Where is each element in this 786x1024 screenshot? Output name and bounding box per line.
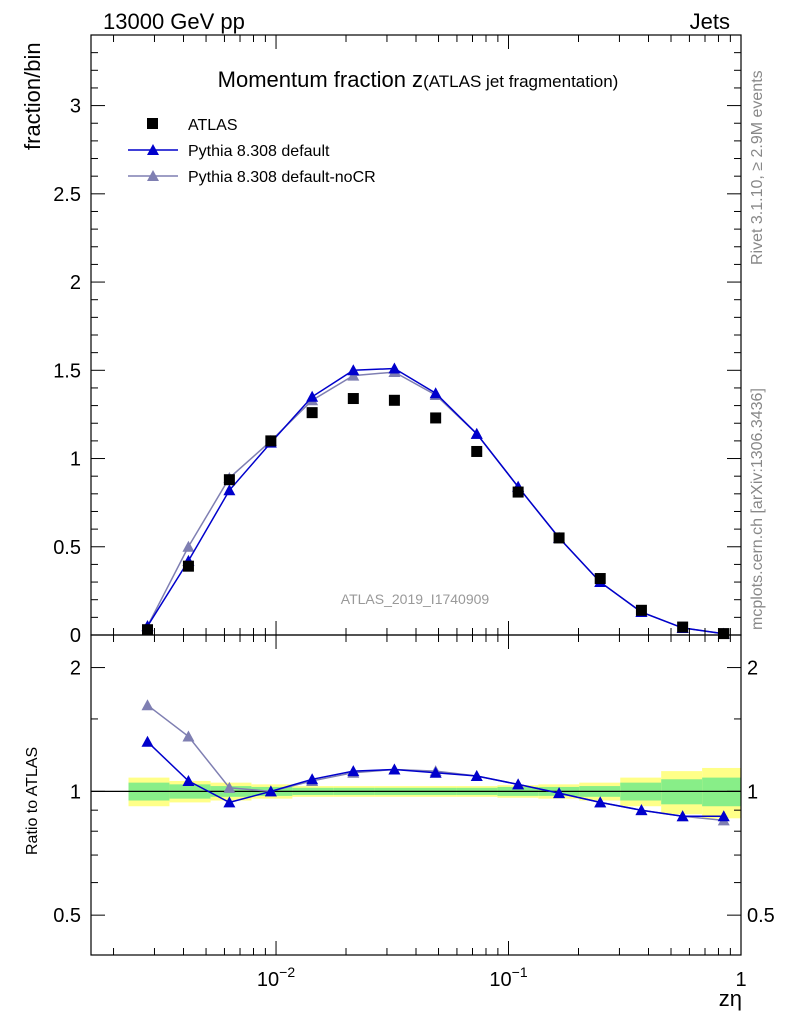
ratio-plot-marks [91, 699, 741, 826]
series-atlas-point [471, 445, 483, 457]
ratio-default-point [512, 778, 525, 790]
header-left: 13000 GeV pp [103, 9, 245, 34]
y-tick-label: 2.5 [53, 184, 81, 206]
legend-default-marker [147, 144, 159, 155]
legend-nocr-marker [147, 170, 159, 181]
main-panel: 0 0.5 1 1.5 2 2.5 3 Momentum fraction z(ATLAS … [20, 34, 742, 647]
legend-atlas-label: ATLAS [188, 117, 238, 134]
series-atlas-point [677, 621, 689, 633]
series-default-point [306, 390, 319, 402]
ratio-y-tick-label: 0.5 [53, 905, 81, 927]
watermark: ATLAS_2019_I1740909 [341, 591, 490, 607]
ratio-axes: 0.5 0.5 1 1 2 2 10−2 10−1 1 [53, 635, 775, 991]
series-default-point [388, 362, 401, 374]
legend: ATLAS Pythia 8.308 default Pythia 8.308 … [128, 117, 376, 186]
series-atlas-point [265, 435, 277, 447]
legend-default-label: Pythia 8.308 default [188, 143, 330, 160]
ratio-default-point [347, 765, 360, 777]
main-ylabel: fraction/bin [20, 42, 45, 150]
series-atlas-point [430, 412, 442, 424]
ratio-nocr-point [223, 781, 236, 793]
ratio-y-tick-label-right: 1 [747, 781, 758, 803]
ratio-y-tick-label-right: 0.5 [747, 905, 775, 927]
ratio-default-point [182, 774, 195, 786]
ratio-default-point [429, 766, 442, 778]
series-atlas-point [512, 486, 524, 498]
series-atlas-point [388, 394, 400, 406]
ratio-default-point [635, 804, 648, 816]
side-text-bottom: mcplots.cern.ch [arXiv:1306.3436] [749, 388, 766, 630]
series-atlas-point [223, 474, 235, 486]
ratio-nocr-point [182, 730, 195, 742]
series-atlas-point [142, 624, 154, 636]
main-title: Momentum fraction z(ATLAS jet fragmentat… [218, 67, 619, 92]
y-tick-label: 1 [70, 449, 81, 471]
legend-atlas-marker [147, 118, 158, 129]
ratio-default-point [306, 773, 319, 785]
y-tick-label: 1.5 [53, 360, 81, 382]
ratio-panel: 0.5 0.5 1 1 2 2 10−2 10−1 1 Ratio to ATLAS zη [24, 634, 775, 1011]
ratio-nocr-point [141, 699, 154, 711]
y-tick-label: 0.5 [53, 537, 81, 559]
x-tick-label: 1 [735, 969, 746, 991]
series-nocr-point [182, 540, 195, 552]
x-axis-label: zη [719, 986, 742, 1011]
series-default-point [223, 484, 236, 496]
x-tick-label: 10−2 [257, 964, 295, 991]
header-right: Jets [690, 9, 730, 34]
series-default-point [470, 427, 483, 439]
main-title-sub: (ATLAS jet fragmentation) [423, 72, 618, 91]
legend-nocr-label: Pythia 8.308 default-noCR [188, 169, 376, 186]
ratio-default-point [470, 769, 483, 781]
ratio-default-point [223, 796, 236, 808]
x-tick-label: 10−1 [489, 964, 527, 991]
ratio-y-tick-label: 1 [70, 781, 81, 803]
series-atlas-point [306, 407, 318, 419]
series-default-point [347, 364, 360, 376]
ratio-default-point [676, 810, 689, 822]
ratio-y-tick-label: 2 [70, 658, 81, 680]
ratio-default-point [717, 810, 730, 822]
y-tick-label: 0 [70, 625, 81, 647]
ratio-default-point [594, 796, 607, 808]
ratio-default-point [553, 787, 566, 799]
series-atlas-point [553, 532, 565, 544]
ratio-default-point [141, 735, 154, 747]
series-atlas-point [594, 573, 606, 585]
series-atlas-point [182, 560, 194, 572]
series-atlas-point [347, 393, 359, 405]
ratio-ylabel: Ratio to ATLAS [24, 747, 41, 855]
ratio-default-point [388, 763, 401, 775]
series-atlas-point [718, 628, 730, 640]
ratio-y-tick-label-right: 2 [747, 658, 758, 680]
side-text-top: Rivet 3.1.10, ≥ 2.9M events [749, 70, 766, 265]
main-title-text: Momentum fraction z [218, 67, 423, 92]
series-atlas-point [635, 604, 647, 616]
y-tick-label: 3 [70, 96, 81, 118]
main-plot-marks [141, 362, 730, 640]
y-tick-label: 2 [70, 272, 81, 294]
series-default-point [429, 387, 442, 399]
ratio-default-point [264, 785, 277, 797]
